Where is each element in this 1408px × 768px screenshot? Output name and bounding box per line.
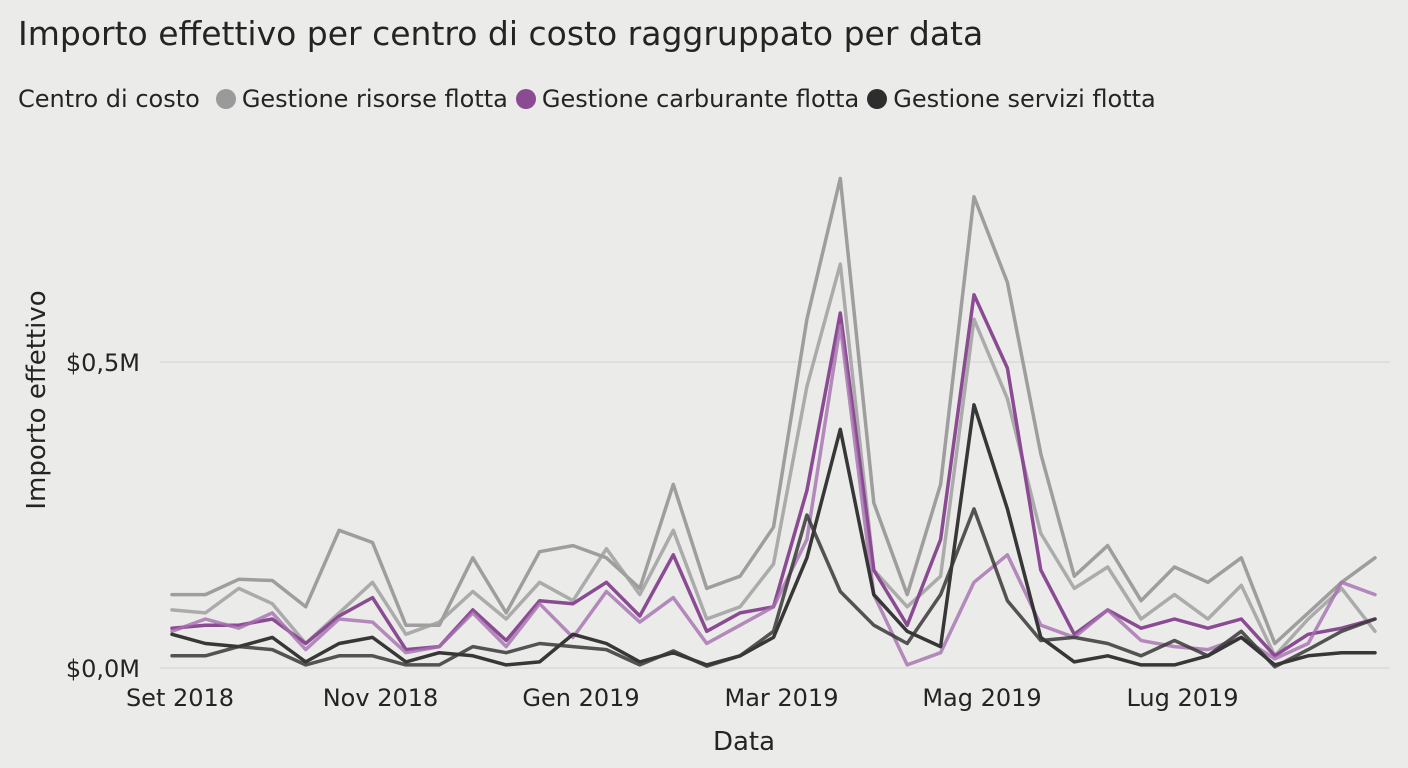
x-axis-ticks: Set 2018 Nov 2018 Gen 2019 Mar 2019 Mag 2019… <box>126 684 1239 712</box>
series-line-0[interactable] <box>170 176 1377 646</box>
series-line-4[interactable] <box>170 403 1377 667</box>
legend-item-servizi[interactable]: Gestione servizi flotta <box>867 82 1156 116</box>
x-tick-label: Lug 2019 <box>1126 684 1238 712</box>
x-tick-label: Mar 2019 <box>725 684 839 712</box>
series-line-5[interactable] <box>170 507 1377 669</box>
chart-title: Importo effettivo per centro di costo ra… <box>18 14 984 53</box>
legend-item-carburante[interactable]: Gestione carburante flotta <box>515 82 860 116</box>
x-tick-label: Mag 2019 <box>922 684 1041 712</box>
y-axis-ticks: $0,0M $0,5M <box>66 349 140 683</box>
series-line-3[interactable] <box>170 323 1377 667</box>
legend-label-servizi: Gestione servizi flotta <box>893 85 1156 113</box>
legend-label-risorse: Gestione risorse flotta <box>241 85 508 113</box>
y-tick-label: $0,5M <box>66 349 140 377</box>
y-tick-label: $0,0M <box>66 655 140 683</box>
series-line-1[interactable] <box>170 262 1377 658</box>
x-axis-title: Data <box>713 727 775 757</box>
x-tick-label: Gen 2019 <box>522 684 639 712</box>
x-tick-label: Set 2018 <box>126 684 234 712</box>
series-lines <box>170 176 1377 669</box>
x-tick-label: Nov 2018 <box>323 684 439 712</box>
y-axis-title: Importo effettivo <box>22 290 52 509</box>
legend-marker-risorse <box>215 89 236 109</box>
legend: Centro di costo Gestione risorse flotta … <box>18 82 1164 116</box>
gridlines <box>160 361 1390 669</box>
legend-title: Centro di costo <box>18 85 200 113</box>
legend-item-risorse[interactable]: Gestione risorse flotta <box>215 82 508 116</box>
legend-marker-carburante <box>515 89 536 109</box>
legend-label-carburante: Gestione carburante flotta <box>541 85 860 113</box>
legend-marker-servizi <box>867 89 888 109</box>
